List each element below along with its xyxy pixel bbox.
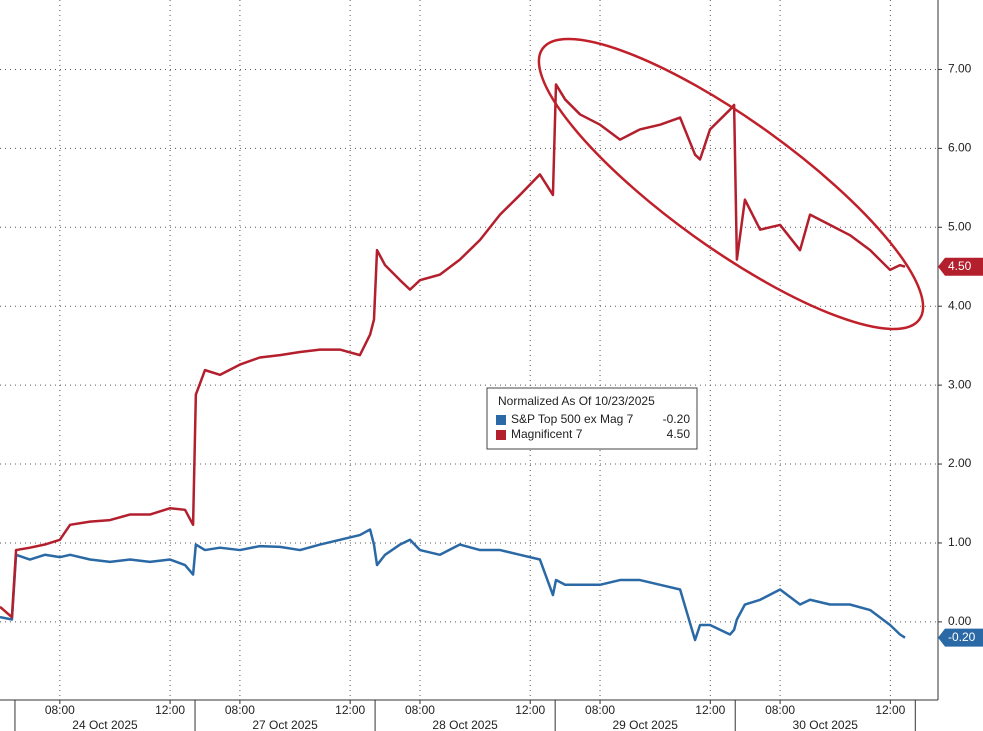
x-tick-label: 08:00 [45,703,75,717]
grid-layer [0,0,938,700]
last-value-badge [938,628,983,647]
legend-value: 4.50 [667,427,691,441]
last-value-label: 4.50 [948,259,972,273]
day-label: 29 Oct 2025 [612,718,678,731]
legend-box [486,387,698,450]
last-value-label: -0.20 [948,630,976,644]
x-tick-label: 08:00 [585,703,615,717]
x-tick-label: 08:00 [225,703,255,717]
day-label: 30 Oct 2025 [793,718,859,731]
legend-label: S&P Top 500 ex Mag 7 [511,412,634,426]
y-tick-label: 2.00 [948,456,972,470]
series-line [0,528,906,642]
legend-title: Normalized As Of 10/23/2025 [498,394,655,408]
x-tick-label: 08:00 [405,703,435,717]
x-tick-label: 12:00 [335,703,365,717]
y-tick-label: 3.00 [948,377,972,391]
day-label: 27 Oct 2025 [252,718,318,731]
x-tick-label: 12:00 [155,703,185,717]
day-label: 28 Oct 2025 [432,718,498,731]
highlight-ellipse [537,37,925,331]
y-tick-label: 6.00 [948,141,972,155]
legend-swatch [496,430,506,440]
legend: Normalized As Of 10/23/2025 S&P Top 500 … [486,387,698,450]
series-layer [0,83,906,642]
legend-value: -0.20 [663,412,691,426]
y-tick-label: 1.00 [948,535,972,549]
y-tick-label: 7.00 [948,62,972,76]
x-tick-label: 08:00 [765,703,795,717]
x-tick-label: 12:00 [875,703,905,717]
legend-label: Magnificent 7 [511,427,583,441]
series-line [0,83,906,619]
legend-swatch [496,415,506,425]
y-tick-label: 5.00 [948,219,972,233]
x-tick-label: 12:00 [515,703,545,717]
x-tick-label: 12:00 [695,703,725,717]
y-tick-label: 0.00 [948,614,972,628]
y-tick-label: 4.00 [948,298,972,312]
day-label: 24 Oct 2025 [72,718,138,731]
last-value-badge [938,257,983,276]
